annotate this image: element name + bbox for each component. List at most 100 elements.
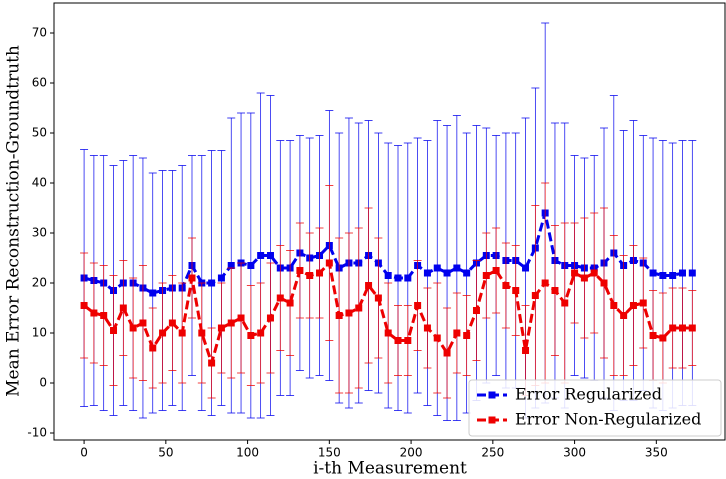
marker — [629, 302, 637, 309]
marker — [678, 324, 686, 332]
marker — [90, 309, 98, 317]
marker — [188, 274, 196, 282]
y-tick-label: 10 — [32, 326, 47, 340]
marker — [316, 269, 324, 277]
legend-marker — [488, 391, 496, 399]
y-tick-label: 0 — [39, 376, 47, 390]
marker — [443, 269, 451, 277]
marker — [502, 282, 510, 289]
marker — [227, 319, 235, 327]
marker — [453, 329, 461, 337]
legend-box — [468, 379, 722, 437]
y-tick-label: 60 — [32, 76, 47, 90]
x-tick-label: 0 — [80, 446, 88, 460]
marker — [217, 274, 225, 282]
marker — [678, 269, 686, 277]
y-tick-label: 30 — [32, 226, 47, 240]
marker — [110, 327, 118, 334]
marker — [649, 269, 657, 277]
marker — [414, 302, 422, 309]
y-tick-label: -10 — [27, 426, 47, 440]
legend-label: Error Regularized — [515, 385, 662, 404]
marker — [404, 337, 412, 344]
marker — [345, 309, 353, 317]
marker — [659, 272, 667, 279]
marker — [247, 262, 255, 269]
marker — [639, 299, 647, 307]
x-tick-label: 100 — [236, 446, 259, 460]
marker — [129, 324, 137, 332]
marker — [296, 267, 304, 274]
marker — [217, 324, 225, 332]
plot-area — [53, 2, 726, 441]
x-tick-label: 300 — [563, 446, 586, 460]
marker — [669, 272, 677, 279]
marker — [257, 252, 265, 259]
marker — [492, 267, 500, 274]
marker — [522, 264, 530, 272]
marker — [443, 349, 451, 357]
marker — [139, 319, 147, 327]
marker — [384, 272, 392, 279]
marker — [423, 269, 431, 277]
marker — [100, 312, 108, 319]
x-tick-label: 250 — [481, 446, 504, 460]
marker — [335, 312, 343, 319]
marker — [551, 287, 559, 294]
x-axis-label: i-th Measurement — [313, 459, 467, 479]
y-tick-label: 70 — [32, 26, 47, 40]
marker — [404, 274, 412, 282]
legend-marker — [488, 416, 496, 424]
legend-label: Error Non-Regularized — [515, 410, 701, 429]
marker — [286, 299, 294, 307]
marker — [208, 359, 216, 367]
series — [80, 182, 697, 399]
marker — [522, 347, 530, 354]
marker — [512, 287, 520, 294]
marker — [482, 272, 490, 279]
y-axis-label: Mean Error Reconstruction-Groundtruth — [4, 45, 24, 397]
y-tick-label: 40 — [32, 176, 47, 190]
marker — [463, 269, 471, 277]
marker — [649, 332, 657, 339]
x-tick-label: 200 — [400, 446, 423, 460]
marker — [423, 324, 431, 332]
marker — [571, 269, 579, 277]
marker — [227, 262, 235, 269]
marker — [610, 302, 618, 309]
marker — [306, 272, 314, 279]
marker — [531, 292, 539, 299]
marker — [168, 319, 176, 327]
marker — [159, 329, 167, 337]
marker — [149, 344, 157, 352]
y-tick-label: 50 — [32, 126, 47, 140]
marker — [257, 329, 265, 337]
marker — [541, 279, 549, 287]
marker — [433, 334, 441, 342]
marker — [365, 282, 373, 289]
marker — [266, 314, 274, 322]
marker — [453, 264, 461, 272]
marker — [394, 337, 402, 344]
marker — [325, 259, 333, 267]
marker — [384, 329, 392, 337]
marker — [688, 324, 696, 332]
marker — [374, 294, 382, 302]
marker — [620, 312, 628, 319]
marker — [669, 324, 677, 332]
marker — [198, 329, 206, 337]
marker — [561, 299, 569, 307]
marker — [463, 332, 471, 339]
y-tick-label: 20 — [32, 276, 47, 290]
marker — [80, 302, 88, 309]
legend: Error Regularized Error Non-Regularized — [468, 379, 722, 437]
marker — [394, 274, 402, 282]
marker — [659, 334, 667, 342]
marker — [178, 329, 186, 337]
x-tick-label: 350 — [645, 446, 668, 460]
marker — [580, 274, 588, 282]
marker — [149, 289, 157, 297]
marker — [237, 314, 245, 322]
marker — [688, 269, 696, 277]
